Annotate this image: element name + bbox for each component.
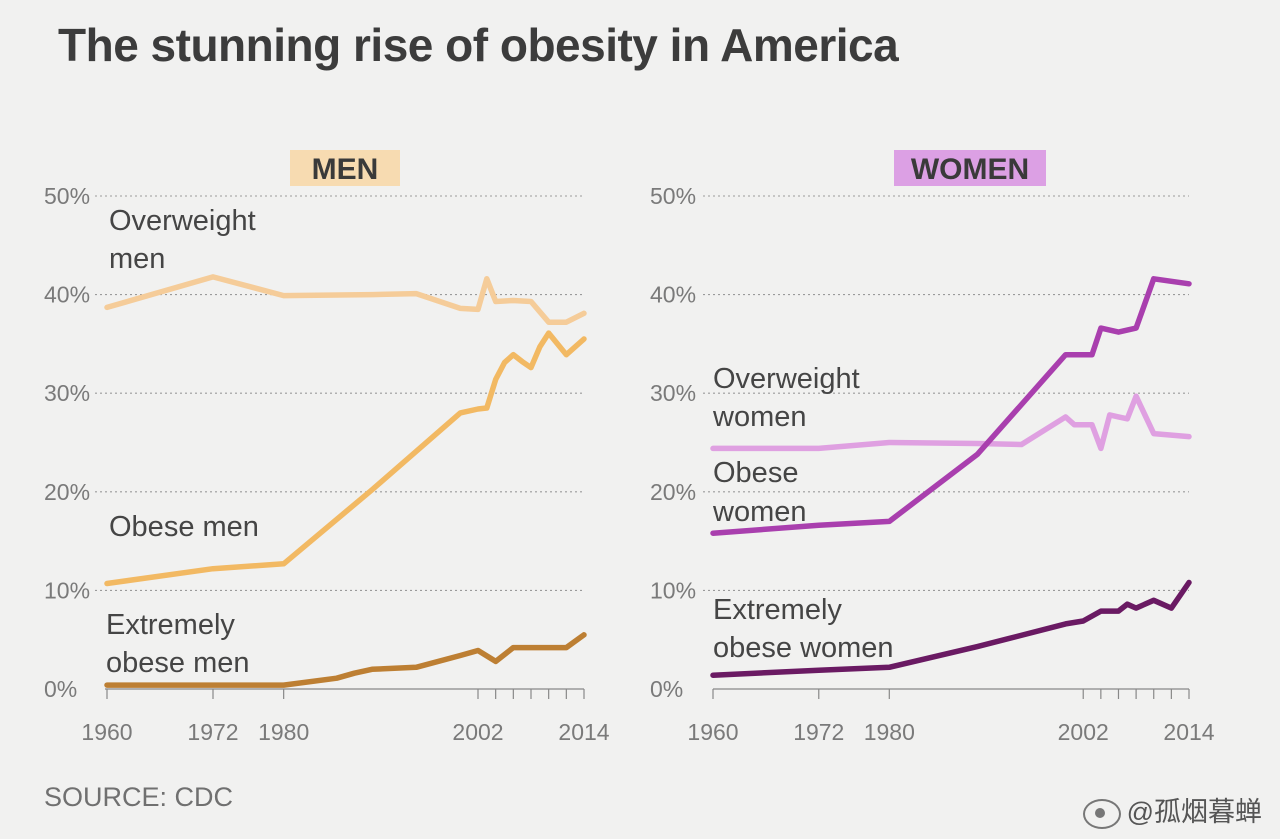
men-y-tick-label: 20% — [44, 479, 90, 505]
men-y-tick-label: 30% — [44, 380, 90, 406]
women-y-tick-label: 50% — [650, 183, 696, 209]
women-y-tick-label: 10% — [650, 577, 696, 603]
source-note: SOURCE: CDC — [44, 782, 234, 812]
extremely-obese-men-label: obese men — [106, 647, 250, 679]
overweight-women-label: women — [712, 401, 807, 433]
women-x-tick-label: 1972 — [793, 719, 844, 745]
women-y-tick-label: 0% — [650, 676, 683, 702]
watermark: @孤烟暮蝉 — [1082, 790, 1262, 829]
overweight-men-line — [104, 274, 587, 325]
watermark-text: @孤烟暮蝉 — [1126, 797, 1262, 827]
overweight-women-line — [710, 393, 1192, 452]
women-x-tick-label: 1960 — [687, 719, 738, 745]
extremely-obese-men-line — [104, 632, 587, 688]
obese-women-label: Obese — [713, 457, 798, 489]
men-x-tick-label: 2002 — [452, 719, 503, 745]
chart-title: The stunning rise of obesity in America — [58, 19, 899, 71]
weibo-eye-icon — [1082, 798, 1121, 829]
extremely-obese-women-label: obese women — [713, 632, 894, 664]
men-x-tick-label: 1972 — [187, 719, 238, 745]
obese-women-line — [710, 276, 1192, 536]
men-x-tick-label: 2014 — [558, 719, 609, 745]
men-x-tick-label: 1980 — [258, 719, 309, 745]
women-panel-title: WOMEN — [911, 153, 1029, 186]
men-y-tick-label: 10% — [44, 577, 90, 603]
overweight-men-label: Overweight — [109, 205, 256, 237]
women-y-tick-label: 30% — [650, 380, 696, 406]
men-y-tick-label: 50% — [44, 183, 90, 209]
obese-men-line — [104, 330, 587, 587]
overweight-men-label: men — [109, 243, 165, 275]
men-panel-badge — [290, 150, 400, 186]
women-y-tick-label: 40% — [650, 282, 696, 308]
extremely-obese-women-label: Extremely — [713, 594, 842, 626]
obese-men-label: Obese men — [109, 511, 259, 543]
women-x-tick-label: 2014 — [1163, 719, 1214, 745]
extremely-obese-men-label: Extremely — [106, 609, 235, 641]
men-x-tick-label: 1960 — [81, 719, 132, 745]
obese-women-label: women — [712, 496, 807, 528]
extremely-obese-women-line — [710, 579, 1192, 678]
women-panel-badge — [894, 150, 1046, 186]
women-x-tick-label: 1980 — [864, 719, 915, 745]
men-panel-title: MEN — [312, 153, 379, 186]
men-y-tick-label: 40% — [44, 282, 90, 308]
men-y-tick-label: 0% — [44, 676, 77, 702]
women-y-tick-label: 20% — [650, 479, 696, 505]
women-x-tick-label: 2002 — [1058, 719, 1109, 745]
overweight-women-label: Overweight — [713, 363, 860, 395]
